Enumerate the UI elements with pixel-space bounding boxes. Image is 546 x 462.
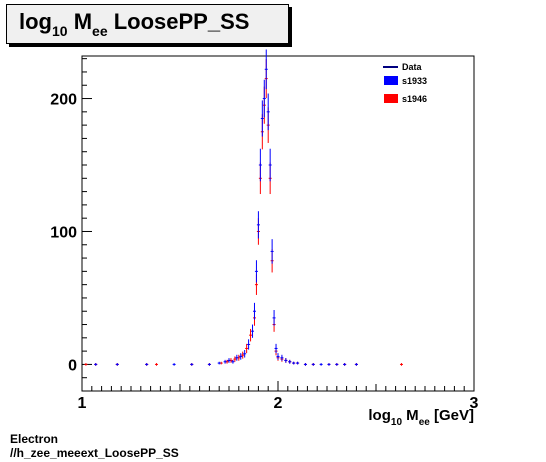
x-axis-label-sub1: 10: [391, 417, 403, 428]
data-point: [239, 353, 243, 360]
title-sub2: ee: [92, 23, 108, 39]
x-axis-label-rest: [GeV]: [430, 407, 474, 424]
data-point: [274, 343, 278, 354]
title-rest: LoosePP_SS: [107, 9, 250, 34]
data-point: [84, 363, 88, 366]
series-s1946: [84, 59, 403, 366]
data-point: [247, 339, 251, 350]
data-point: [231, 359, 235, 364]
data-point: [268, 148, 272, 182]
chart-title: log10 Mee LoosePP_SS: [19, 9, 250, 39]
legend-s1933-swatch: [384, 76, 398, 85]
data-point: [280, 354, 284, 361]
data-point: [190, 363, 194, 366]
data-point: [94, 363, 98, 366]
data-point: [258, 148, 262, 182]
data-point: [207, 363, 211, 366]
x-axis-label: log10 Mee [GeV]: [368, 407, 474, 428]
data-point: [343, 363, 347, 366]
data-point: [241, 351, 245, 359]
x-tick-label: 3: [470, 395, 479, 412]
data-point: [249, 328, 253, 342]
series-s1933: [94, 49, 358, 366]
data-point: [284, 358, 288, 363]
data-point: [296, 361, 300, 365]
data-point: [319, 363, 323, 366]
legend: Data s1933 s1946: [383, 62, 427, 104]
data-point: [115, 363, 119, 366]
legend-s1933-label: s1933: [402, 76, 427, 86]
footer-line1: Electron: [10, 432, 59, 446]
data-point: [272, 310, 276, 326]
title-mid: M: [67, 9, 93, 34]
legend-s1946-label: s1946: [402, 94, 427, 104]
data-point: [243, 350, 247, 358]
legend-data-label: Data: [402, 62, 423, 72]
data-point: [288, 359, 292, 364]
plot-frame: [81, 55, 475, 392]
data-point: [303, 363, 307, 366]
data-point: [256, 211, 260, 239]
y-tick-label: 200: [50, 92, 77, 109]
title-main: log: [19, 9, 52, 34]
x-axis: 1 2 3: [78, 381, 479, 412]
data-point: [233, 356, 237, 362]
data-point: [154, 363, 158, 366]
data-point: [270, 239, 274, 264]
data-point: [311, 363, 315, 366]
x-axis-label-main: log: [368, 407, 391, 424]
data-point: [335, 363, 339, 366]
x-axis-label-sub2: ee: [419, 417, 431, 428]
y-axis: 0 100 200: [50, 58, 92, 379]
x-axis-label-mid: M: [402, 407, 419, 424]
title-box: log10 Mee LoosePP_SS: [6, 4, 289, 44]
data-point: [264, 49, 268, 90]
data-point: [145, 363, 149, 366]
data-point: [251, 324, 255, 338]
data-point: [172, 363, 176, 366]
data-point: [262, 79, 266, 118]
title-sub1: 10: [52, 23, 68, 39]
data-point: [354, 363, 358, 366]
footer-line2: //h_zee_meeext_LoosePP_SS: [10, 446, 179, 460]
data-point: [227, 358, 231, 363]
data-point: [292, 361, 296, 365]
y-tick-label: 100: [50, 224, 77, 241]
data-point: [235, 354, 239, 361]
data-point: [254, 260, 258, 283]
data-point: [266, 93, 270, 131]
data-point: [327, 363, 331, 366]
data-point: [260, 100, 264, 137]
legend-s1946-swatch: [384, 94, 398, 103]
data-point: [276, 353, 280, 360]
data-point: [245, 343, 249, 354]
x-tick-label: 1: [78, 395, 87, 412]
y-tick-label: 0: [68, 357, 77, 374]
data-point: [223, 359, 227, 364]
x-tick-label: 2: [274, 395, 283, 412]
data-point: [217, 361, 221, 365]
data-point: [399, 363, 403, 366]
data-point: [252, 302, 256, 320]
